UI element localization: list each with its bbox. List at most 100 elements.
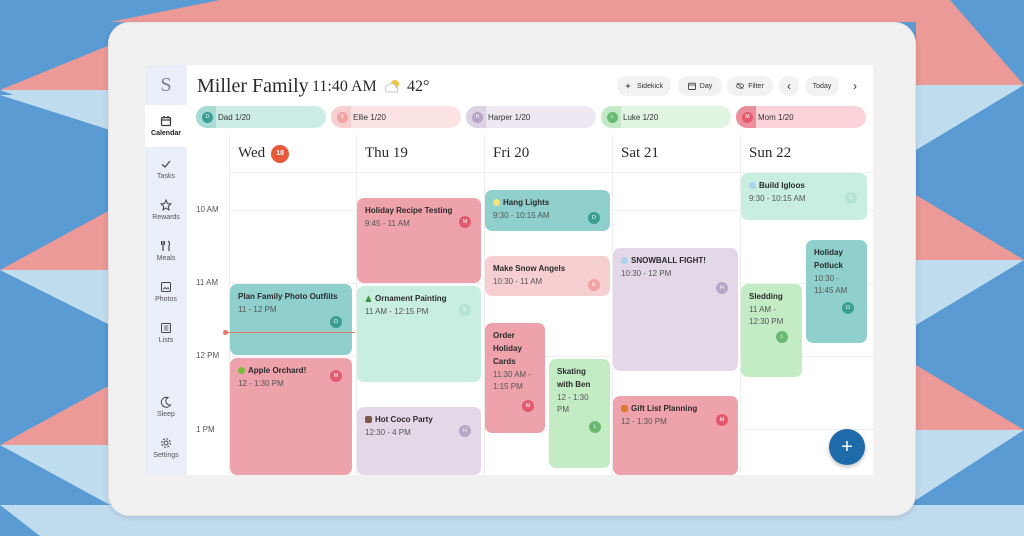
event-time: 9:45 - 11 AM <box>365 219 410 228</box>
sidekick-label: Sidekick <box>636 82 664 90</box>
event-holiday-potluck[interactable]: Holiday Potluck 10:30 - 11:45 AM D <box>806 240 867 343</box>
event-plan-family-photo-outfits[interactable]: Plan Family Photo Outfiits 11 - 12 PM D <box>230 284 352 355</box>
event-title-text: Build Igloos <box>759 181 805 190</box>
avatar: E <box>588 279 600 291</box>
event-title: Plan Family Photo Outfiits <box>238 292 338 301</box>
day-label: Fri 20 <box>493 145 530 161</box>
day-header-sun: Sun 22 <box>741 135 868 172</box>
member-label: Dad 1/20 <box>218 112 251 122</box>
event-make-snow-angels[interactable]: Make Snow Angels 10:30 - 11 AM E <box>485 256 610 296</box>
day-label: Sat 21 <box>621 145 659 161</box>
event-gift-list-planning[interactable]: Gift List Planning 12 - 1:30 PM M <box>613 396 738 475</box>
calendar-icon <box>687 82 696 90</box>
chevron-right-icon: › <box>853 79 857 93</box>
day-view-button[interactable]: Day <box>678 76 722 96</box>
event-sledding[interactable]: Sledding 11 AM - 12:30 PM L <box>741 284 802 377</box>
cocoa-icon <box>365 416 372 424</box>
member-chip-harper[interactable]: H Harper 1/20 <box>466 106 596 128</box>
calendar-icon <box>160 116 172 127</box>
event-title: Apple Orchard! <box>238 364 344 377</box>
next-button[interactable]: › <box>845 76 865 96</box>
event-build-igloos[interactable]: Build Igloos 9:30 - 10:15 AM E <box>741 173 867 220</box>
event-apple-orchard[interactable]: Apple Orchard! 12 - 1:30 PM M <box>230 358 352 475</box>
event-title-text: Ornament Painting <box>375 294 447 303</box>
sidebar-item-tasks[interactable]: Tasks <box>145 149 187 189</box>
day-header-wed: Wed 18 <box>230 135 356 172</box>
avatar: L <box>607 111 618 123</box>
event-title: Order Holiday Cards <box>493 331 522 366</box>
event-time: 9:30 - 10:15 AM <box>749 194 806 203</box>
event-ornament-painting[interactable]: Ornament Painting 11 AM - 12:15 PM E <box>357 286 481 382</box>
filter-label: Filter <box>748 82 764 90</box>
event-holiday-recipe-testing[interactable]: Holiday Recipe Testing 9:45 - 11 AM M <box>357 198 481 283</box>
member-label: Ellie 1/20 <box>353 112 386 122</box>
event-title: Sledding <box>749 292 783 301</box>
avatar: D <box>202 111 213 123</box>
avatar: M <box>742 111 753 123</box>
sidekick-button[interactable]: Sidekick <box>617 76 671 96</box>
gear-icon <box>161 438 171 448</box>
sidebar-item-rewards[interactable]: Rewards <box>145 190 187 230</box>
star-icon <box>160 199 172 211</box>
member-chip-mom[interactable]: M Mom 1/20 <box>736 106 866 128</box>
event-title: Make Snow Angels <box>493 264 566 273</box>
list-icon <box>161 323 171 333</box>
avatar: M <box>522 400 534 412</box>
sidebar-item-photos[interactable]: Photos <box>145 272 187 312</box>
check-icon <box>161 160 171 168</box>
event-order-holiday-cards[interactable]: Order Holiday Cards 11:30 AM - 1:15 PM M <box>485 323 545 433</box>
today-label: Today <box>812 82 832 90</box>
day-header-thu: Thu 19 <box>357 135 484 172</box>
event-title-text: SNOWBALL FIGHT! <box>631 256 706 265</box>
day-label: Wed <box>238 145 266 161</box>
sidebar-item-settings[interactable]: Settings <box>145 428 187 468</box>
event-skating-with-ben[interactable]: Skating with Ben 12 - 1:30 PM L <box>549 359 610 468</box>
sidebar-item-label: Settings <box>153 452 179 459</box>
event-title: Holiday Recipe Testing <box>365 206 453 215</box>
event-time: 12:30 - 4 PM <box>365 428 411 437</box>
day-header-sat: Sat 21 <box>613 135 740 172</box>
avatar: D <box>588 212 600 224</box>
member-label: Harper 1/20 <box>488 112 531 122</box>
sidebar-item-calendar[interactable]: Calendar <box>145 105 187 147</box>
grid-line <box>230 356 873 357</box>
grid-line <box>356 135 357 475</box>
snowflake-icon <box>621 257 628 265</box>
day-label: Thu 19 <box>365 145 408 161</box>
sidebar-item-label: Photos <box>155 296 177 303</box>
calendar-app-screen: S Calendar Tasks Rewards Meals Photos Li… <box>145 65 873 475</box>
event-title: Hang Lights <box>493 196 602 209</box>
sidebar: S Calendar Tasks Rewards Meals Photos Li… <box>145 65 187 475</box>
event-title: Gift List Planning <box>621 402 730 415</box>
event-hang-lights[interactable]: Hang Lights 9:30 - 10:15 AM D <box>485 190 610 231</box>
moon-icon <box>160 396 172 408</box>
event-title-text: Gift List Planning <box>631 404 698 413</box>
sidebar-item-sleep[interactable]: Sleep <box>145 387 187 427</box>
avatar: D <box>842 302 854 314</box>
event-time: 10:30 - 11 AM <box>493 277 543 286</box>
member-chip-dad[interactable]: D Dad 1/20 <box>196 106 326 128</box>
day-header-fri: Fri 20 <box>485 135 612 172</box>
member-chip-luke[interactable]: L Luke 1/20 <box>601 106 731 128</box>
event-time: 11 AM - 12:30 PM <box>749 305 784 326</box>
filter-button[interactable]: Filter <box>727 76 773 96</box>
avatar: M <box>716 414 728 426</box>
today-button[interactable]: Today <box>805 76 839 96</box>
event-title: Holiday Potluck <box>814 248 843 270</box>
sidebar-item-label: Rewards <box>152 214 180 221</box>
avatar: E <box>459 304 471 316</box>
event-title-text: Hang Lights <box>503 198 550 207</box>
add-event-button[interactable]: + <box>829 429 865 465</box>
time-label: 1 PM <box>196 425 215 434</box>
previous-button[interactable]: ‹ <box>779 76 799 96</box>
event-snowball-fight[interactable]: SNOWBALL FIGHT! 10:30 - 12 PM H <box>613 248 738 371</box>
partly-cloudy-icon <box>384 80 399 93</box>
eye-off-icon <box>736 82 745 90</box>
sidebar-item-meals[interactable]: Meals <box>145 231 187 271</box>
gift-icon <box>621 405 628 413</box>
sidebar-item-lists[interactable]: Lists <box>145 313 187 353</box>
event-hot-coco-party[interactable]: Hot Coco Party 12:30 - 4 PM H <box>357 407 481 475</box>
avatar: D <box>330 316 342 328</box>
member-chip-ellie[interactable]: E Ellie 1/20 <box>331 106 461 128</box>
time-label: 10 AM <box>196 205 219 214</box>
